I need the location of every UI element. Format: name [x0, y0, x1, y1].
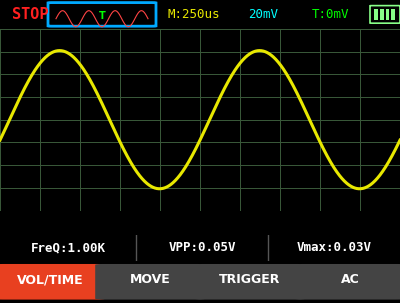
Text: VOL/TIME: VOL/TIME — [17, 273, 83, 286]
FancyBboxPatch shape — [386, 9, 389, 20]
Text: FreQ:1.00K: FreQ:1.00K — [30, 241, 106, 254]
Text: AC: AC — [341, 273, 359, 286]
FancyBboxPatch shape — [195, 264, 305, 300]
Text: 20mV: 20mV — [248, 8, 278, 21]
Text: M:250us: M:250us — [168, 8, 220, 21]
Text: TRIGGER: TRIGGER — [219, 273, 281, 286]
FancyBboxPatch shape — [380, 9, 384, 20]
FancyBboxPatch shape — [95, 264, 205, 300]
FancyBboxPatch shape — [295, 264, 400, 300]
FancyBboxPatch shape — [374, 9, 378, 20]
FancyBboxPatch shape — [391, 9, 395, 20]
Text: VPP:0.05V: VPP:0.05V — [168, 241, 236, 254]
Text: STOP: STOP — [12, 7, 48, 22]
Text: MOVE: MOVE — [130, 273, 170, 286]
Text: T: T — [99, 11, 105, 21]
FancyBboxPatch shape — [0, 264, 105, 300]
Text: T:0mV: T:0mV — [312, 8, 350, 21]
Text: Vmax:0.03V: Vmax:0.03V — [296, 241, 372, 254]
